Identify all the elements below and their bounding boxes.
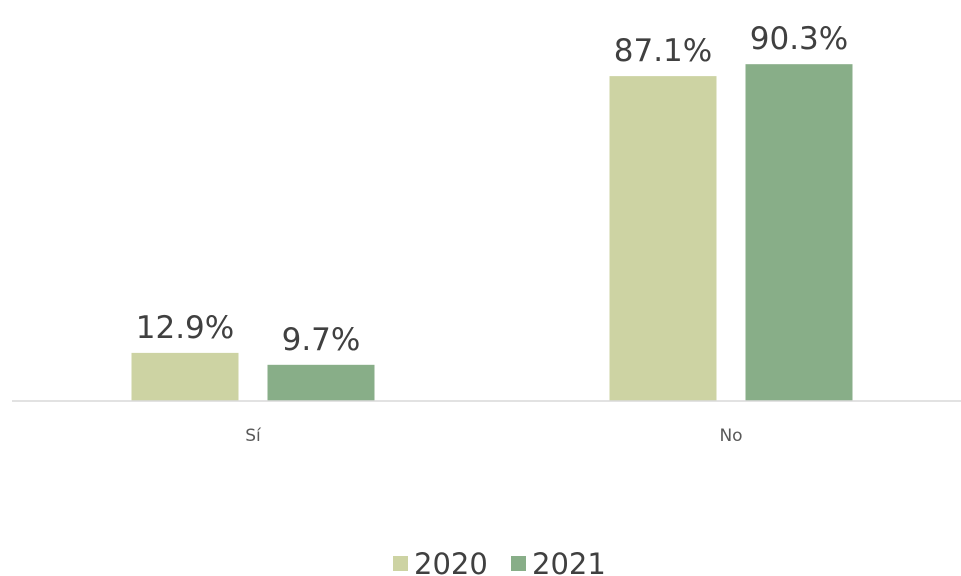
category-label-no: No: [719, 426, 742, 446]
bar-2021-si: [267, 364, 375, 401]
data-label-2021-si: 9.7%: [282, 322, 361, 358]
legend-label-2021: 2021: [532, 547, 606, 576]
bars-group: [131, 64, 853, 401]
data-label-2021-no: 90.3%: [750, 21, 848, 57]
category-label-si: Sí: [245, 426, 262, 446]
data-label-2020-no: 87.1%: [614, 33, 712, 69]
bar-2021-no: [745, 64, 853, 401]
legend-swatch-2021: [511, 556, 526, 571]
data-label-2020-si: 12.9%: [136, 310, 234, 346]
bar-2020-si: [131, 352, 239, 401]
bar-2020-no: [609, 76, 717, 401]
category-labels-group: Sí No: [245, 426, 742, 446]
legend: 2020 2021: [393, 547, 606, 576]
data-labels-group: 12.9% 9.7% 87.1% 90.3%: [136, 21, 848, 358]
legend-swatch-2020: [393, 556, 408, 571]
legend-label-2020: 2020: [414, 547, 488, 576]
